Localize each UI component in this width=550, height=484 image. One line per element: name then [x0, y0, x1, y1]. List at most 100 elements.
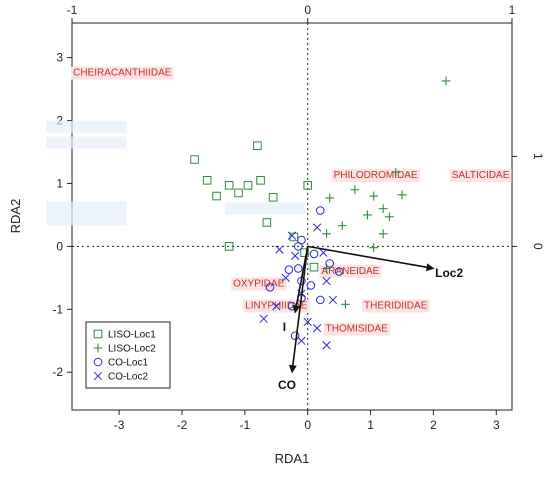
y-tick-label: -2	[52, 365, 63, 379]
point-co-loc1	[306, 281, 316, 290]
legend-entry: CO-Loc2	[93, 371, 148, 383]
top-tick-label: -1	[67, 3, 78, 17]
faded-label-box	[46, 201, 127, 214]
vector-label-loc2: Loc2	[435, 266, 463, 280]
point-co-loc2	[259, 314, 268, 323]
point-co-loc2	[312, 223, 322, 232]
species-labels: CHEIRACANTHIIDAE PHILODROMIDAE SALTICIDAE A…	[71, 66, 512, 336]
point-liso-loc2	[350, 185, 360, 195]
species-label-text: THERIDIIDAE	[364, 300, 428, 311]
point-liso-loc2	[378, 229, 388, 239]
point-liso-loc1	[212, 191, 221, 201]
point-liso-loc2	[369, 243, 379, 253]
x-tick-label: 2	[430, 418, 437, 432]
point-liso-loc1	[262, 218, 272, 227]
right-tick-label: 1	[531, 153, 545, 160]
x-axis-title: RDA1	[275, 451, 310, 466]
zero-lines	[72, 23, 512, 410]
point-liso-loc1	[303, 181, 313, 190]
point-liso-loc2	[341, 299, 350, 309]
point-liso-loc2	[363, 210, 372, 220]
species-label-text: ARANEIDAE	[322, 266, 380, 277]
point-liso-loc1	[224, 242, 234, 251]
y-tick-label: 3	[56, 51, 63, 65]
legend-marker	[93, 343, 103, 353]
species-label-bg	[71, 66, 174, 80]
top-tick-label: 1	[509, 3, 516, 17]
point-liso-loc1	[300, 248, 309, 257]
point-co-loc2	[322, 276, 331, 286]
faded-label-box	[46, 213, 127, 226]
series-liso-loc2	[322, 76, 451, 309]
species-label: THERIDIIDAE	[362, 299, 430, 313]
y-tick-label: -1	[52, 302, 63, 316]
legend-label: CO-Loc2	[108, 372, 148, 383]
species-label: CHEIRACANTHIIDAE	[71, 66, 174, 80]
faded-label-box	[224, 202, 305, 215]
faded-label-box	[46, 120, 127, 133]
environment-vectors: Loc2 CO I	[278, 245, 463, 392]
point-liso-loc2	[397, 190, 407, 200]
point-co-loc1	[293, 264, 303, 273]
legend-marker	[93, 371, 103, 381]
vector-label-i: I	[283, 320, 286, 334]
point-liso-loc2	[391, 167, 401, 177]
point-co-loc1	[334, 267, 344, 276]
x-tick-label: 3	[493, 418, 500, 432]
point-co-loc2	[303, 317, 312, 327]
species-label-text: THOMISIDAE	[326, 324, 389, 335]
right-tick-label: 0	[531, 243, 545, 250]
point-co-loc2	[272, 302, 281, 311]
legend-marker	[93, 329, 103, 339]
legend-label: CO-Loc1	[108, 358, 148, 369]
top-tick-label: 0	[304, 3, 311, 17]
species-label-bg	[449, 169, 512, 183]
point-co-loc2	[290, 251, 300, 260]
legend-entry: CO-Loc1	[93, 357, 148, 369]
vector-arrow-i	[292, 246, 309, 314]
species-label-text: PHILODROMIDAE	[334, 170, 418, 181]
vector-label-co: CO	[278, 378, 296, 392]
point-liso-loc1	[234, 188, 243, 198]
species-label: THOMISIDAE	[323, 322, 391, 336]
point-liso-loc2	[369, 191, 379, 201]
point-liso-loc2	[378, 204, 388, 214]
point-co-loc2	[328, 295, 338, 305]
legend-label: LISO-Loc2	[108, 344, 156, 355]
species-label: PHILODROMIDAE	[331, 169, 420, 183]
y-tick-label: 0	[56, 239, 63, 253]
legend-entry: LISO-Loc2	[93, 343, 156, 355]
x-tick-label: -3	[114, 418, 125, 432]
point-liso-loc2	[385, 212, 394, 222]
species-label-bg	[231, 277, 287, 291]
point-liso-loc2	[441, 76, 451, 86]
point-liso-loc1	[309, 262, 319, 272]
point-co-loc2	[297, 336, 306, 345]
x-tick-label: -1	[240, 418, 251, 432]
point-co-loc1	[315, 206, 325, 215]
y-tick-label: 1	[56, 176, 63, 190]
point-co-loc1	[297, 235, 306, 245]
point-co-loc2	[322, 341, 331, 350]
species-label-text: SALTICIDAE	[452, 170, 510, 181]
point-liso-loc2	[322, 229, 331, 239]
point-co-loc2	[312, 324, 322, 333]
y-axis-title: RDA2	[8, 199, 23, 234]
species-label-text: OXYPIDAE	[233, 278, 284, 289]
point-liso-loc1	[190, 155, 199, 164]
point-co-loc1	[284, 265, 294, 274]
point-liso-loc1	[224, 181, 234, 190]
x-tick-label: 0	[304, 418, 311, 432]
legend: LISO-Loc1 LISO-Loc2 CO-Loc1 CO-Loc2	[85, 321, 171, 389]
point-co-loc2	[281, 273, 290, 283]
point-co-loc2	[287, 231, 297, 240]
x-tick-label: -2	[177, 418, 188, 432]
point-liso-loc1	[202, 176, 212, 185]
point-liso-loc2	[325, 193, 335, 203]
species-label: OXYPIDAE	[231, 277, 287, 291]
legend-marker	[93, 357, 103, 367]
faded-label-boxes	[46, 120, 305, 226]
point-co-loc1	[309, 249, 319, 259]
point-liso-loc1	[256, 176, 265, 185]
axis-ticks: -3 -2 -1 0 1 2 3 -2 -1 0 1 2 3 -1 0 1 0 1	[52, 3, 545, 432]
